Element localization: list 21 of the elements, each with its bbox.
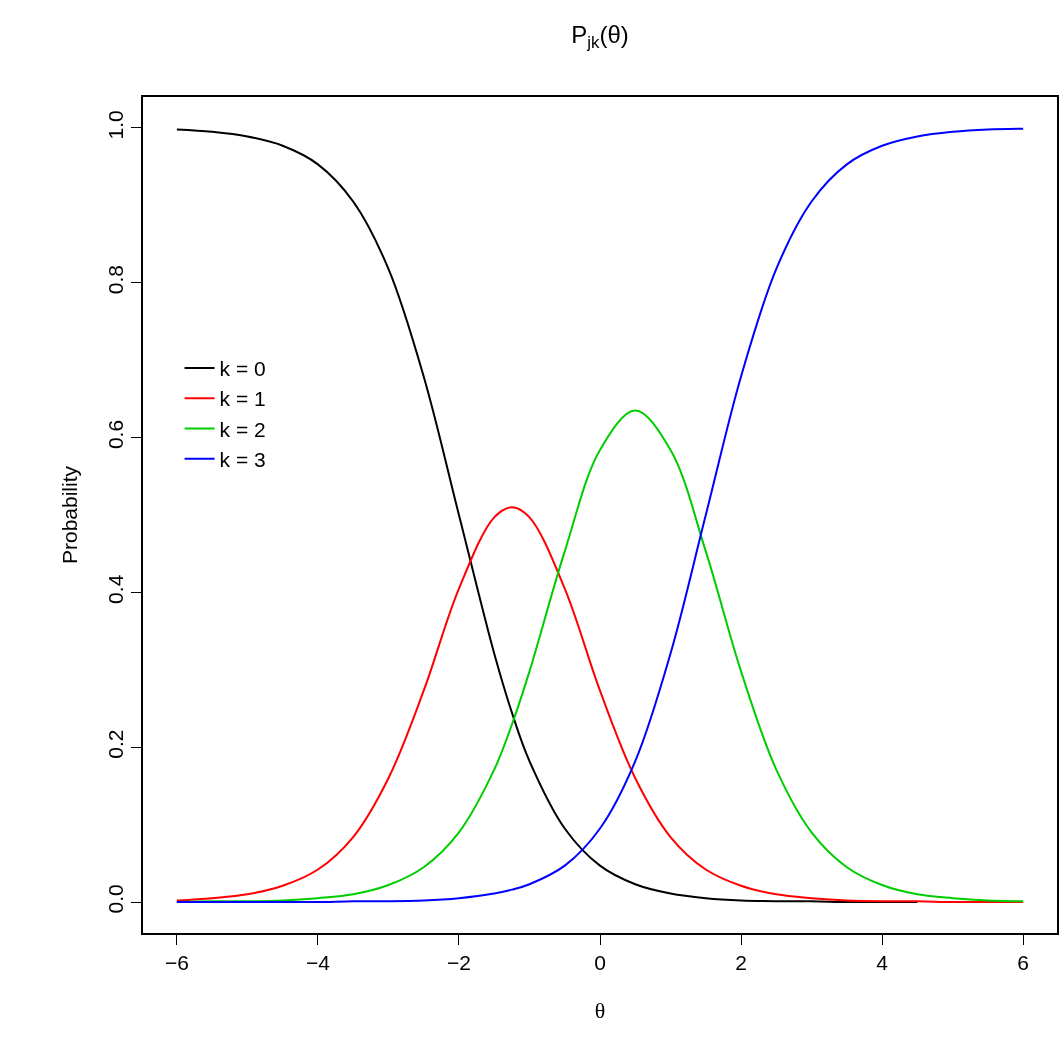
x-axis-title: θ	[594, 998, 606, 1024]
x-tick-label: −4	[305, 950, 331, 974]
y-tick-label: 0.4	[103, 574, 127, 604]
chart-title: P$_{jk}$(θ)	[571, 21, 629, 53]
y-tick-label: 1.0	[103, 110, 127, 140]
legend-label: k = 3	[219, 448, 266, 472]
x-tick-label: −2	[446, 950, 471, 974]
x-tick-label: 0	[594, 950, 606, 974]
legend-label: k = 1	[219, 387, 266, 411]
line-series	[175, 506, 1025, 904]
x-tick-label: 2	[735, 950, 747, 974]
x-tick-label: −6	[164, 950, 189, 974]
y-axis-title: Probability	[58, 465, 82, 565]
legend-label: k = 2	[219, 417, 266, 441]
y-tick-label: 0.6	[103, 419, 127, 450]
y-tick-label: 0.8	[103, 265, 127, 295]
y-tick-label: 0.0	[103, 884, 127, 914]
y-tick-label: 0.2	[103, 729, 127, 759]
legend-label: k = 0	[219, 357, 266, 381]
x-tick-label: 4	[876, 950, 889, 974]
x-tick-label: 6	[1017, 950, 1029, 974]
